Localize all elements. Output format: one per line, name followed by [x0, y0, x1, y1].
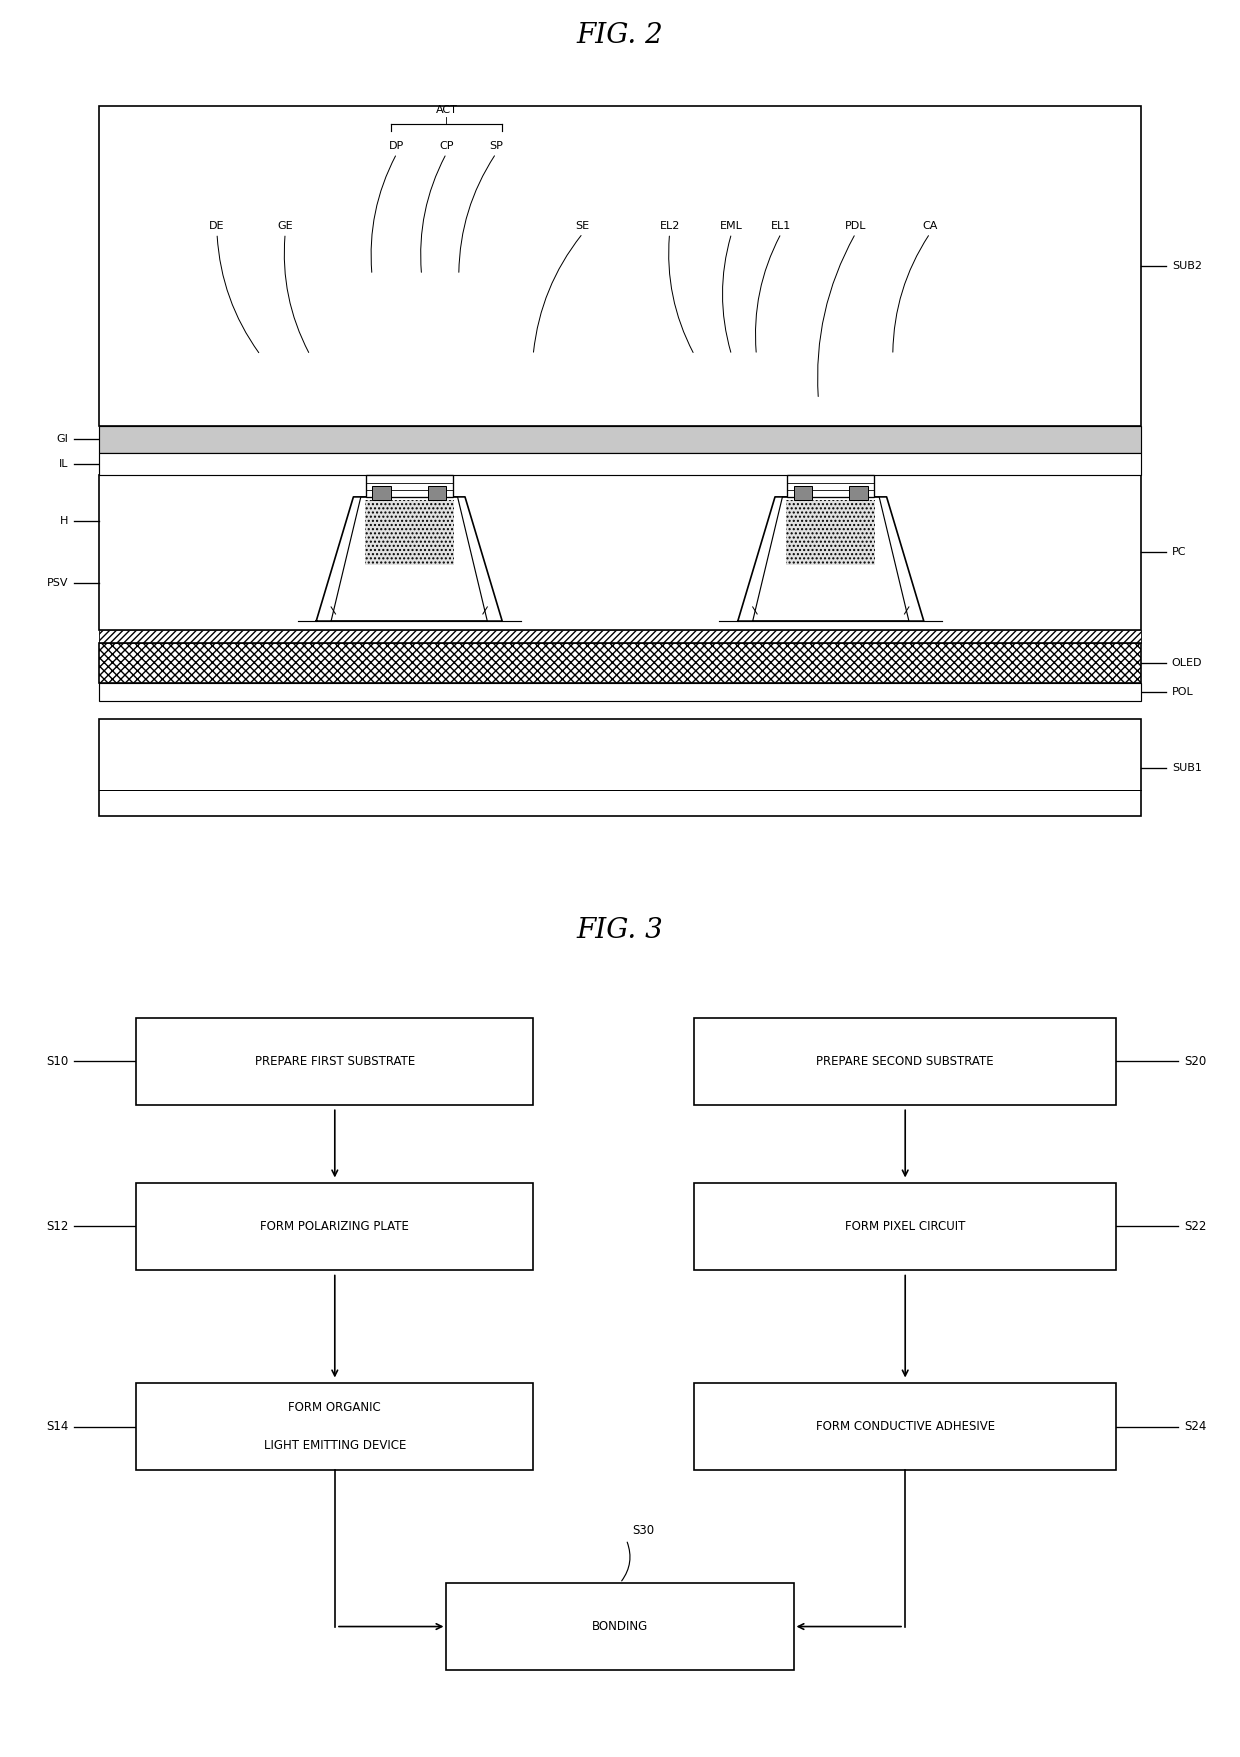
Text: S20: S20	[1184, 1054, 1207, 1068]
Text: H: H	[60, 517, 68, 527]
Bar	[99, 683, 1141, 701]
Text: PREPARE FIRST SUBSTRATE: PREPARE FIRST SUBSTRATE	[254, 1054, 415, 1068]
Text: S30: S30	[632, 1525, 655, 1537]
Text: S10: S10	[46, 1054, 68, 1068]
Bar	[99, 643, 1141, 683]
Text: DP: DP	[389, 141, 404, 151]
Bar	[366, 474, 453, 497]
Text: BONDING: BONDING	[591, 1620, 649, 1632]
Bar	[136, 1383, 533, 1471]
Text: EL2: EL2	[660, 221, 680, 230]
Text: SP: SP	[489, 141, 503, 151]
Text: S12: S12	[46, 1219, 68, 1233]
Bar	[365, 499, 454, 566]
Text: POL: POL	[1172, 687, 1194, 698]
Text: SUB2: SUB2	[1172, 262, 1202, 271]
Bar	[794, 487, 812, 499]
Text: DE: DE	[210, 221, 224, 230]
Bar	[694, 1182, 1116, 1270]
Text: ACT: ACT	[435, 105, 458, 116]
Bar	[136, 1182, 533, 1270]
Text: LIGHT EMITTING DEVICE: LIGHT EMITTING DEVICE	[264, 1439, 405, 1451]
Bar	[136, 1017, 533, 1105]
Text: GE: GE	[278, 221, 293, 230]
Bar	[99, 719, 1141, 817]
Bar	[372, 487, 391, 499]
Bar	[428, 487, 446, 499]
Text: FIG. 3: FIG. 3	[577, 917, 663, 944]
Text: SE: SE	[575, 221, 590, 230]
Text: OLED: OLED	[1172, 659, 1203, 668]
Text: PDL: PDL	[844, 221, 867, 230]
Bar	[787, 474, 874, 497]
Bar	[99, 425, 1141, 453]
Bar	[786, 499, 875, 566]
Text: EML: EML	[720, 221, 743, 230]
Text: SUB1: SUB1	[1172, 763, 1202, 773]
Text: FORM POLARIZING PLATE: FORM POLARIZING PLATE	[260, 1219, 409, 1233]
Text: S24: S24	[1184, 1420, 1207, 1434]
Bar	[99, 107, 1141, 425]
Text: IL: IL	[58, 459, 68, 469]
Text: S14: S14	[46, 1420, 68, 1434]
Bar	[99, 453, 1141, 474]
Text: PREPARE SECOND SUBSTRATE: PREPARE SECOND SUBSTRATE	[816, 1054, 994, 1068]
Bar	[694, 1017, 1116, 1105]
Bar	[446, 1583, 794, 1669]
Text: PC: PC	[1172, 548, 1187, 557]
Text: CA: CA	[923, 221, 937, 230]
Text: PSV: PSV	[47, 578, 68, 589]
Text: EL1: EL1	[771, 221, 791, 230]
Bar	[99, 474, 1141, 631]
Text: GI: GI	[56, 434, 68, 445]
Text: FORM PIXEL CIRCUIT: FORM PIXEL CIRCUIT	[844, 1219, 966, 1233]
Text: S22: S22	[1184, 1219, 1207, 1233]
Text: FORM CONDUCTIVE ADHESIVE: FORM CONDUCTIVE ADHESIVE	[816, 1420, 994, 1434]
Bar	[99, 631, 1141, 643]
Bar	[849, 487, 868, 499]
Text: FORM ORGANIC: FORM ORGANIC	[289, 1400, 381, 1414]
Text: CP: CP	[439, 141, 454, 151]
Text: FIG. 2: FIG. 2	[577, 23, 663, 49]
Bar	[694, 1383, 1116, 1471]
